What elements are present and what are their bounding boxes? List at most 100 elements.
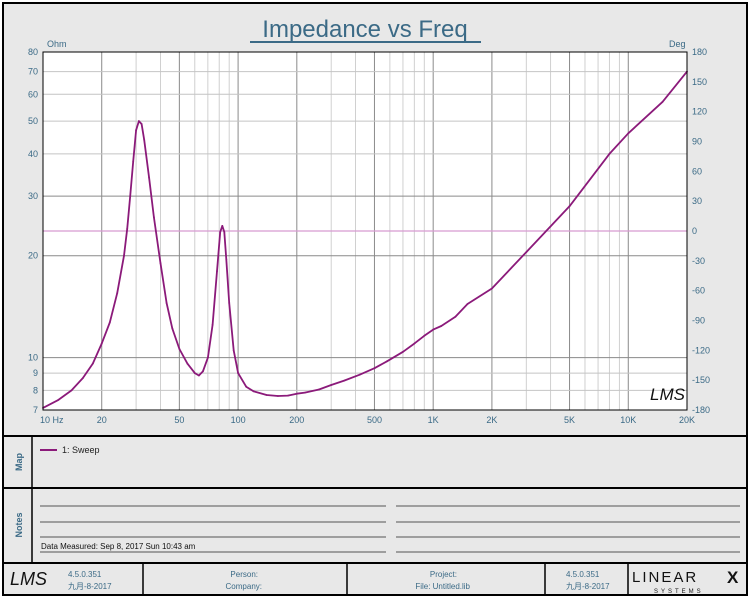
data-point [228, 302, 231, 304]
y2-tick-label: 120 [692, 107, 707, 117]
data-point [627, 132, 630, 135]
data-point [100, 342, 103, 345]
data-point [108, 321, 111, 324]
brand-x-mark: X [727, 568, 739, 587]
data-point [140, 123, 143, 125]
x-tick-label: 500 [367, 415, 382, 425]
data-point [186, 362, 189, 365]
data-point [57, 399, 60, 401]
y2-tick-label: -180 [692, 405, 710, 415]
map-label: Map [14, 452, 24, 471]
data-point [413, 342, 416, 345]
data-point [91, 362, 94, 365]
y-tick-label: 10 [28, 353, 38, 363]
footer-project-label: Project: [430, 570, 457, 579]
data-point [211, 323, 214, 326]
footer-company-label: Company: [226, 582, 262, 591]
notes-panel [2, 487, 748, 564]
data-point [70, 389, 73, 392]
data-point [165, 302, 168, 304]
data-point [568, 205, 571, 208]
data-point [232, 349, 235, 352]
footer-logo: LMS [10, 569, 47, 589]
legend-entry[interactable]: 1: Sweep [62, 445, 100, 455]
data-point [245, 385, 248, 388]
x-tick-label: 100 [231, 415, 246, 425]
data-point [171, 327, 174, 330]
data-point [148, 176, 151, 179]
data-point [225, 258, 228, 261]
data-point [440, 325, 443, 327]
footer-file-label: File: Untitled.lib [415, 582, 470, 591]
data-point [277, 395, 279, 397]
map-panel [2, 435, 748, 489]
data-point [132, 160, 135, 163]
footer-date-right: 九月-8-2017 [566, 582, 610, 591]
x-tick-label: 20K [679, 415, 695, 425]
data-point [193, 372, 196, 374]
y2-tick-label: 90 [692, 137, 702, 147]
data-point [207, 356, 209, 359]
y2-tick-label: -30 [692, 256, 705, 266]
data-point [491, 287, 493, 290]
y2-axis-unit: Deg [669, 39, 686, 49]
data-point [454, 315, 457, 318]
y-tick-label: 8 [33, 385, 38, 395]
y2-tick-label: 180 [692, 47, 707, 57]
y2-tick-label: -90 [692, 316, 705, 326]
data-point [116, 292, 119, 295]
data-point [178, 348, 181, 350]
y-tick-label: 60 [28, 89, 38, 99]
data-point [661, 100, 664, 103]
data-point [432, 328, 435, 331]
x-tick-label: 20 [97, 415, 107, 425]
footer-person-label: Person: [230, 570, 258, 579]
data-point [295, 392, 298, 395]
data-point [219, 231, 222, 233]
data-point [386, 360, 388, 363]
data-point [198, 374, 200, 377]
data-point [123, 254, 125, 257]
data-point [202, 370, 204, 373]
y2-tick-label: 0 [692, 226, 697, 236]
data-point [402, 350, 404, 353]
data-point [318, 388, 320, 391]
notes-measured: Data Measured: Sep 8, 2017 Sun 10:43 am [41, 542, 196, 551]
y2-tick-label: 30 [692, 196, 702, 206]
data-point [138, 120, 140, 122]
y-tick-label: 7 [33, 405, 38, 415]
x-tick-label: 1K [428, 415, 439, 425]
data-point [525, 251, 528, 254]
data-point [265, 394, 268, 396]
y2-tick-label: 60 [692, 166, 702, 176]
data-point [608, 153, 611, 155]
footer-version-right: 4.5.0.351 [566, 570, 600, 579]
x-tick-label: 200 [289, 415, 304, 425]
data-point [159, 262, 162, 265]
x-tick-label: 50 [174, 415, 184, 425]
y-tick-label: 50 [28, 116, 38, 126]
x-tick-label: 5K [564, 415, 575, 425]
x-tick-label: 10 Hz [40, 415, 64, 425]
data-point [81, 377, 84, 379]
x-tick-label: 2K [486, 415, 497, 425]
y2-tick-label: -120 [692, 345, 710, 355]
footer-date-left: 九月-8-2017 [68, 582, 112, 591]
y2-tick-label: -60 [692, 286, 705, 296]
chart-watermark: LMS [650, 385, 686, 404]
data-point [126, 228, 129, 230]
y-tick-label: 9 [33, 368, 38, 378]
data-point [287, 394, 289, 397]
y-tick-label: 70 [28, 67, 38, 77]
y-tick-label: 80 [28, 47, 38, 57]
data-point [216, 270, 218, 273]
y2-tick-label: 150 [692, 77, 707, 87]
notes-lines [40, 505, 740, 553]
data-point [373, 367, 376, 370]
footer-version-left: 4.5.0.351 [68, 570, 102, 579]
data-point [143, 139, 146, 141]
chart-title: Impedance vs Freq [262, 16, 467, 43]
x-tick-label: 10K [620, 415, 636, 425]
data-point [358, 373, 361, 376]
